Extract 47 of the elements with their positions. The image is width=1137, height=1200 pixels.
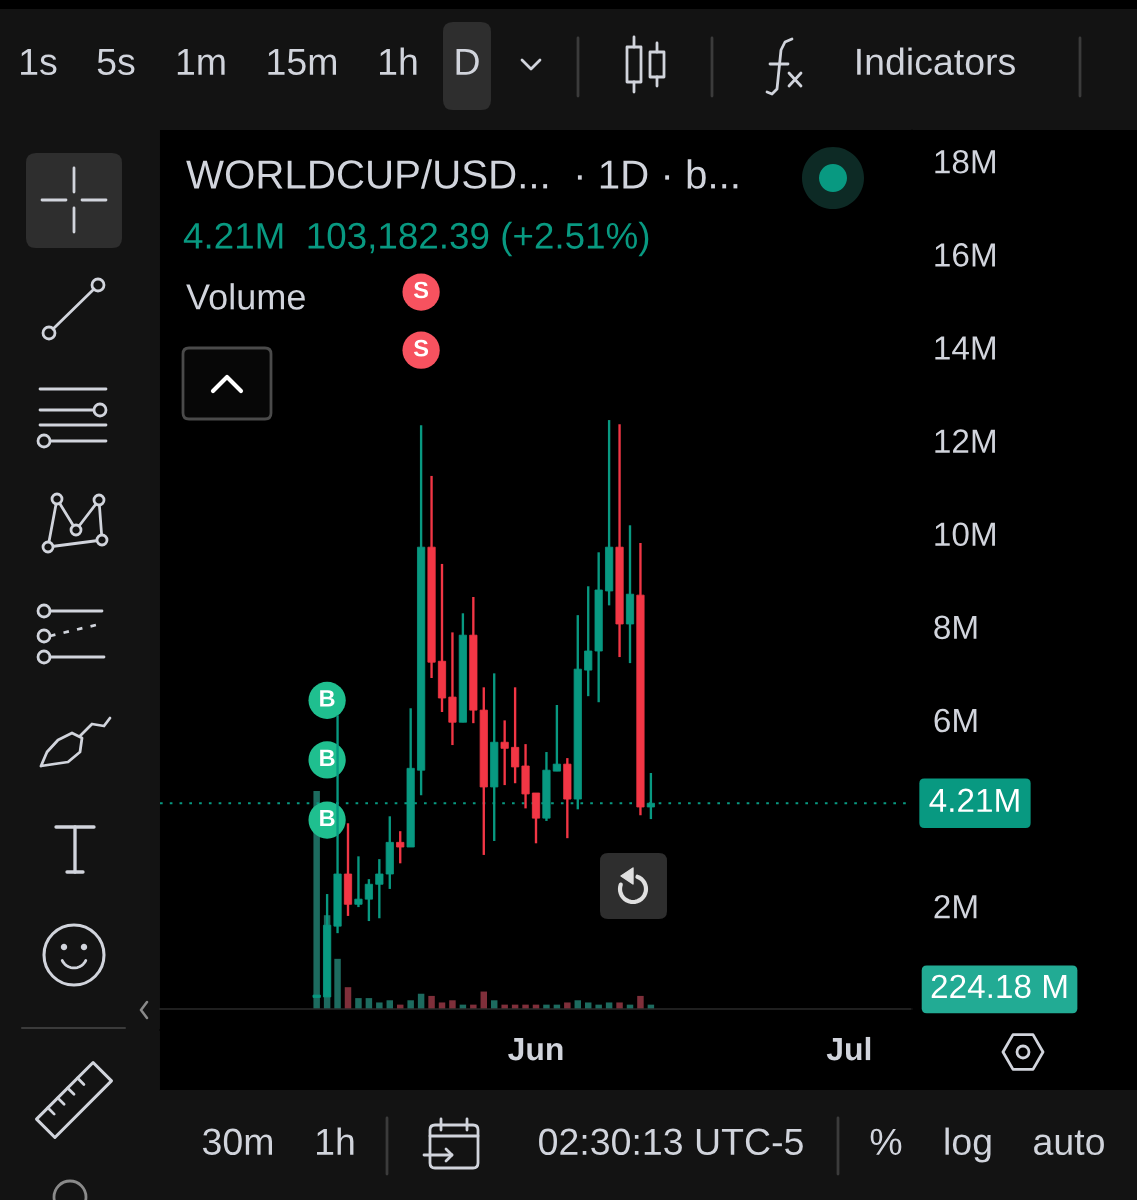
text: 15m <box>268 48 336 76</box>
ref-line-label: 4.21M <box>929 788 1019 812</box>
bar <box>355 998 362 1009</box>
bar <box>407 1000 414 1009</box>
text: 224.18 M <box>931 974 1067 999</box>
text: 1h <box>380 47 417 75</box>
bar <box>449 1000 456 1009</box>
bar <box>637 995 644 1009</box>
y-tick-label: 6M <box>934 708 977 733</box>
text: 1h <box>317 1127 354 1155</box>
text: Indicators <box>857 47 1015 76</box>
text: 1m <box>177 48 225 75</box>
y-tick-label: 10M <box>935 522 995 547</box>
y-tick-label: 14M <box>935 336 995 360</box>
bar <box>564 1002 571 1009</box>
text: 02:30:13 UTC-5 <box>539 1128 803 1156</box>
bar <box>376 1002 383 1009</box>
data-label: B <box>320 690 335 707</box>
text: 30m <box>202 1128 272 1156</box>
candlestick <box>354 855 363 909</box>
text: 1s <box>21 48 57 76</box>
text: auto <box>1034 1130 1104 1156</box>
chart-title: Volume <box>186 283 305 310</box>
data-label: S <box>413 339 429 357</box>
candlestick <box>364 877 373 923</box>
data-label: B <box>320 809 335 827</box>
y-tick-label: 2M <box>934 894 977 919</box>
y-tick-label: 18M <box>935 150 995 174</box>
candlestick <box>500 719 509 787</box>
data-label: S <box>413 281 429 299</box>
data-label: B <box>320 749 335 767</box>
y-tick-label: 8M <box>934 615 977 640</box>
text: 4.21M 103,182.39 (+2.51%) <box>183 221 649 257</box>
candlestick <box>552 703 561 773</box>
x-tick-label: Jul <box>826 1036 871 1061</box>
candlestick <box>396 830 405 865</box>
x-tick-label: Jun <box>508 1038 563 1061</box>
text: % <box>870 1128 902 1155</box>
text: 5s <box>97 48 135 76</box>
y-tick-label: 16M <box>935 243 995 267</box>
text: log <box>945 1127 991 1163</box>
bar <box>616 1002 623 1009</box>
text: WORLDCUP/USD... · 1D · b... <box>186 159 738 189</box>
text: D <box>456 48 479 75</box>
candlestick <box>511 686 520 785</box>
y-tick-label: 12M <box>935 429 995 453</box>
bar <box>428 995 435 1009</box>
